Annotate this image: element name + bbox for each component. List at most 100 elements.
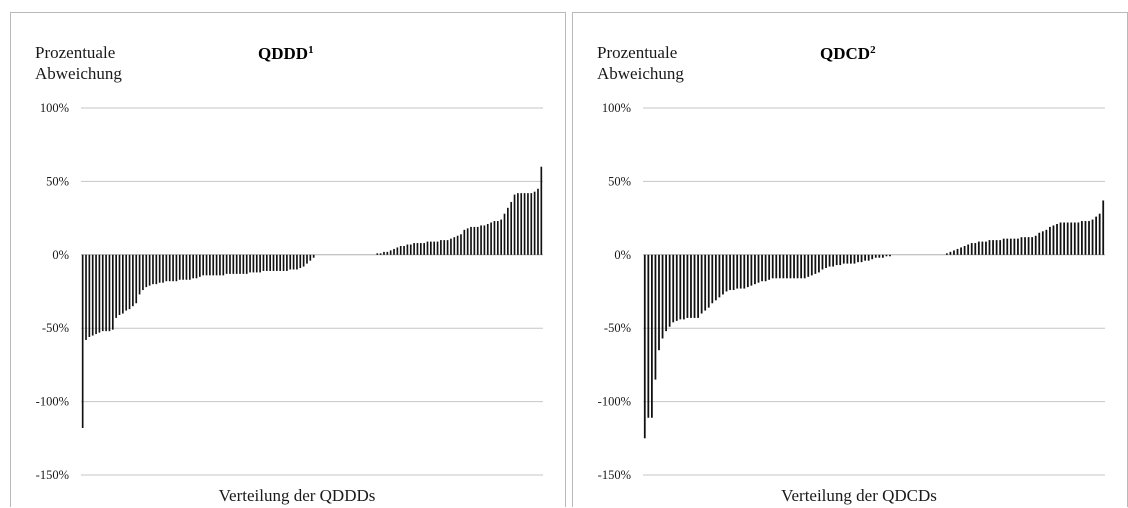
bar <box>219 254 221 276</box>
bar <box>981 241 984 255</box>
bar <box>828 254 831 267</box>
bar <box>1002 238 1005 255</box>
y-tick-label: 50% <box>46 174 69 188</box>
bar <box>835 254 838 266</box>
bar <box>235 254 238 274</box>
bar <box>1098 213 1101 255</box>
bar <box>413 243 415 255</box>
bar <box>814 254 817 274</box>
bar <box>460 234 462 255</box>
bar <box>711 254 714 304</box>
bar <box>510 201 513 255</box>
bar <box>142 254 144 291</box>
bar <box>963 245 966 255</box>
bar <box>289 254 292 270</box>
bar <box>138 254 141 295</box>
bar <box>789 254 792 279</box>
bar <box>977 241 980 255</box>
bar <box>1049 226 1051 255</box>
bar <box>1020 237 1023 255</box>
bar <box>513 194 516 255</box>
y-axis-label-line: Abweichung <box>597 64 684 83</box>
bar <box>453 237 456 255</box>
bar <box>212 254 215 276</box>
bar <box>846 254 849 264</box>
chart-qddd: Prozentuale Abweichung QDDD1 100% 50% 0% -50% -… <box>35 43 543 505</box>
chart-qdcd: Prozentuale Abweichung QDCD2 100% 50% 0% -50% -… <box>597 43 1105 505</box>
bar <box>746 254 749 288</box>
bar <box>540 166 543 255</box>
y-tick-label: 100% <box>602 101 631 115</box>
bar <box>1009 238 1012 255</box>
bar <box>229 254 231 274</box>
bar <box>125 254 128 311</box>
bar <box>473 226 476 255</box>
bar <box>679 254 682 320</box>
bar <box>700 254 703 314</box>
bar <box>985 241 987 255</box>
bar <box>426 241 429 255</box>
bar <box>953 250 955 255</box>
bar <box>480 225 482 255</box>
bar <box>1056 223 1058 255</box>
bar <box>430 241 432 255</box>
bar <box>761 254 763 282</box>
bar <box>1017 238 1019 255</box>
bar <box>490 222 492 255</box>
bar <box>128 254 131 310</box>
bar <box>754 254 756 285</box>
bar <box>483 225 486 255</box>
bar <box>1041 231 1044 255</box>
bar <box>403 245 405 255</box>
chart-panel-qdcd: Prozentuale Abweichung QDCD2 100% 50% 0% -50% -… <box>572 12 1128 507</box>
bar <box>793 254 795 279</box>
bar <box>507 207 509 255</box>
bar <box>832 254 835 267</box>
bar <box>158 254 161 283</box>
bar <box>974 243 977 255</box>
bar <box>500 219 502 255</box>
bar <box>661 254 664 339</box>
bar <box>739 254 742 289</box>
bar <box>707 254 710 308</box>
bar <box>1063 222 1066 255</box>
bar <box>956 248 959 255</box>
bar <box>155 254 158 285</box>
bar <box>882 254 884 258</box>
chart-title: QDDD1 <box>258 44 314 63</box>
bar <box>249 254 251 273</box>
bar <box>520 193 523 255</box>
bar <box>406 244 409 255</box>
bar <box>1102 200 1105 255</box>
bar <box>995 240 998 255</box>
bar <box>668 254 671 327</box>
bar <box>867 254 870 261</box>
bar <box>152 254 154 285</box>
chart-title-superscript: 2 <box>870 44 876 56</box>
y-axis-label-line: Prozentuale <box>597 43 677 62</box>
y-tick-label: 50% <box>608 174 631 188</box>
bar <box>182 254 184 280</box>
bar <box>967 244 970 255</box>
bar <box>242 254 245 274</box>
bar <box>850 254 852 264</box>
bar <box>433 241 436 255</box>
bar <box>215 254 218 276</box>
bar <box>282 254 285 271</box>
bar <box>722 254 724 295</box>
bar <box>386 251 389 255</box>
bar <box>537 188 539 255</box>
bar <box>419 243 422 255</box>
bar <box>1024 237 1026 255</box>
bar <box>825 254 827 269</box>
bar <box>889 254 891 257</box>
bar <box>690 254 692 318</box>
bar <box>292 254 295 270</box>
bar <box>743 254 746 289</box>
bar <box>272 254 275 271</box>
bar <box>178 254 181 280</box>
bar <box>232 254 235 274</box>
bar <box>1038 232 1041 255</box>
bar <box>999 240 1002 255</box>
chart-title-superscript: 1 <box>308 44 314 56</box>
